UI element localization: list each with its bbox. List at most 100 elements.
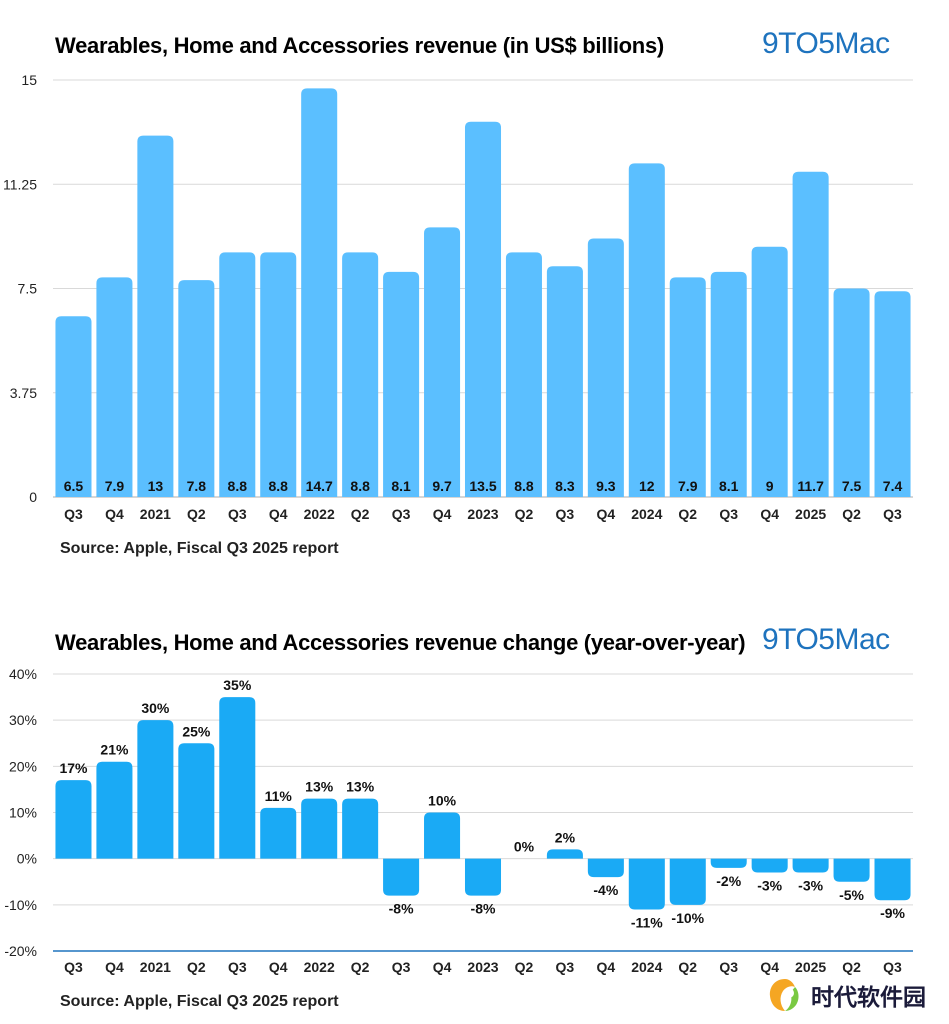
bar <box>833 858 870 882</box>
bar <box>219 697 256 859</box>
bar <box>792 171 829 497</box>
bar <box>710 271 747 497</box>
data-label: 6.5 <box>64 478 84 494</box>
data-label: -2% <box>716 873 741 889</box>
data-label: 9.7 <box>432 478 452 494</box>
category-label: Q2 <box>678 506 697 522</box>
category-label: 2025 <box>795 959 826 975</box>
y-tick-label: 30% <box>9 712 37 728</box>
bar <box>424 227 461 497</box>
data-label: 8.3 <box>555 478 575 494</box>
data-label: 8.1 <box>391 478 411 494</box>
category-label: 2025 <box>795 506 826 522</box>
category-label: Q3 <box>64 506 83 522</box>
data-label: 13% <box>346 779 375 795</box>
data-label: 13 <box>148 478 164 494</box>
category-label: Q3 <box>392 959 411 975</box>
bar <box>383 858 420 896</box>
category-label: Q3 <box>719 506 738 522</box>
bar <box>342 252 379 497</box>
chart2-title: Wearables, Home and Accessories revenue … <box>55 630 746 655</box>
bar <box>628 163 665 497</box>
data-label: -9% <box>880 905 905 921</box>
category-label: 2021 <box>140 506 171 522</box>
data-label: 8.8 <box>350 478 370 494</box>
bar <box>96 761 133 859</box>
bar <box>55 316 92 497</box>
category-label: Q4 <box>597 959 616 975</box>
data-label: 30% <box>141 700 170 716</box>
bar <box>96 277 133 497</box>
category-label: Q2 <box>842 959 861 975</box>
chart2-logo: 9TO5Mac <box>762 623 890 656</box>
bar <box>178 743 215 859</box>
data-label: -8% <box>471 901 496 917</box>
data-label: 0% <box>514 839 535 855</box>
data-label: -4% <box>593 882 618 898</box>
bar <box>751 858 788 873</box>
data-label: -11% <box>631 914 663 930</box>
category-label: Q3 <box>883 506 902 522</box>
category-label: Q2 <box>515 959 534 975</box>
category-label: Q3 <box>228 959 247 975</box>
data-label: 35% <box>223 677 252 693</box>
bar <box>546 266 583 497</box>
y-tick-label: 3.75 <box>10 385 37 401</box>
bar <box>505 252 542 497</box>
bar <box>751 246 788 497</box>
bar <box>833 288 870 497</box>
category-label: Q2 <box>351 506 370 522</box>
category-label: 2024 <box>631 959 662 975</box>
category-label: Q4 <box>269 506 288 522</box>
y-tick-label: 0 <box>29 489 37 505</box>
category-label: Q2 <box>515 506 534 522</box>
bar <box>792 858 829 873</box>
bar <box>178 280 215 497</box>
bar <box>628 858 665 910</box>
bar <box>260 807 297 859</box>
data-label: 8.8 <box>514 478 534 494</box>
bar <box>874 858 911 901</box>
bar <box>219 252 256 497</box>
data-label: 13.5 <box>469 478 496 494</box>
data-label: -3% <box>798 878 823 894</box>
bar <box>546 849 583 859</box>
data-label: 7.5 <box>842 478 862 494</box>
bar <box>383 271 420 497</box>
revenue-bar-chart: 0 3.75 7.5 11.25 15 6.5 Q3 7.9 Q4 13 2021 7.8 Q2 8.8 Q… <box>3 72 913 522</box>
bar <box>55 780 92 859</box>
category-label: Q4 <box>105 506 124 522</box>
category-label: Q2 <box>187 506 206 522</box>
bar <box>464 121 502 497</box>
data-label: 17% <box>59 760 88 776</box>
bar <box>301 798 338 859</box>
category-label: Q4 <box>433 506 452 522</box>
category-label: Q4 <box>269 959 288 975</box>
data-label: -8% <box>389 901 414 917</box>
category-label: 2024 <box>631 506 662 522</box>
data-label: 13% <box>305 779 334 795</box>
category-label: Q4 <box>760 959 779 975</box>
category-label: 2021 <box>140 959 171 975</box>
bar <box>342 798 379 859</box>
data-label: 9 <box>766 478 774 494</box>
y-tick-label: 15 <box>21 72 37 88</box>
category-label: Q3 <box>228 506 247 522</box>
category-label: Q3 <box>64 959 83 975</box>
chart1-logo: 9TO5Mac <box>762 27 890 60</box>
data-label: 8.8 <box>228 478 248 494</box>
category-label: 2022 <box>304 506 335 522</box>
bar <box>301 88 338 497</box>
data-label: 25% <box>182 723 211 739</box>
data-label: 2% <box>555 829 576 845</box>
data-label: 21% <box>100 742 129 758</box>
watermark-logo-icon <box>769 979 799 1011</box>
site-watermark: 时代软件园 <box>765 975 926 1015</box>
y-tick-label: 0% <box>17 851 37 867</box>
bar <box>260 252 297 497</box>
category-label: Q3 <box>719 959 738 975</box>
y-tick-label: 10% <box>9 805 37 821</box>
category-label: 2023 <box>467 959 498 975</box>
bar <box>710 858 747 868</box>
data-label: 11.7 <box>797 478 824 494</box>
